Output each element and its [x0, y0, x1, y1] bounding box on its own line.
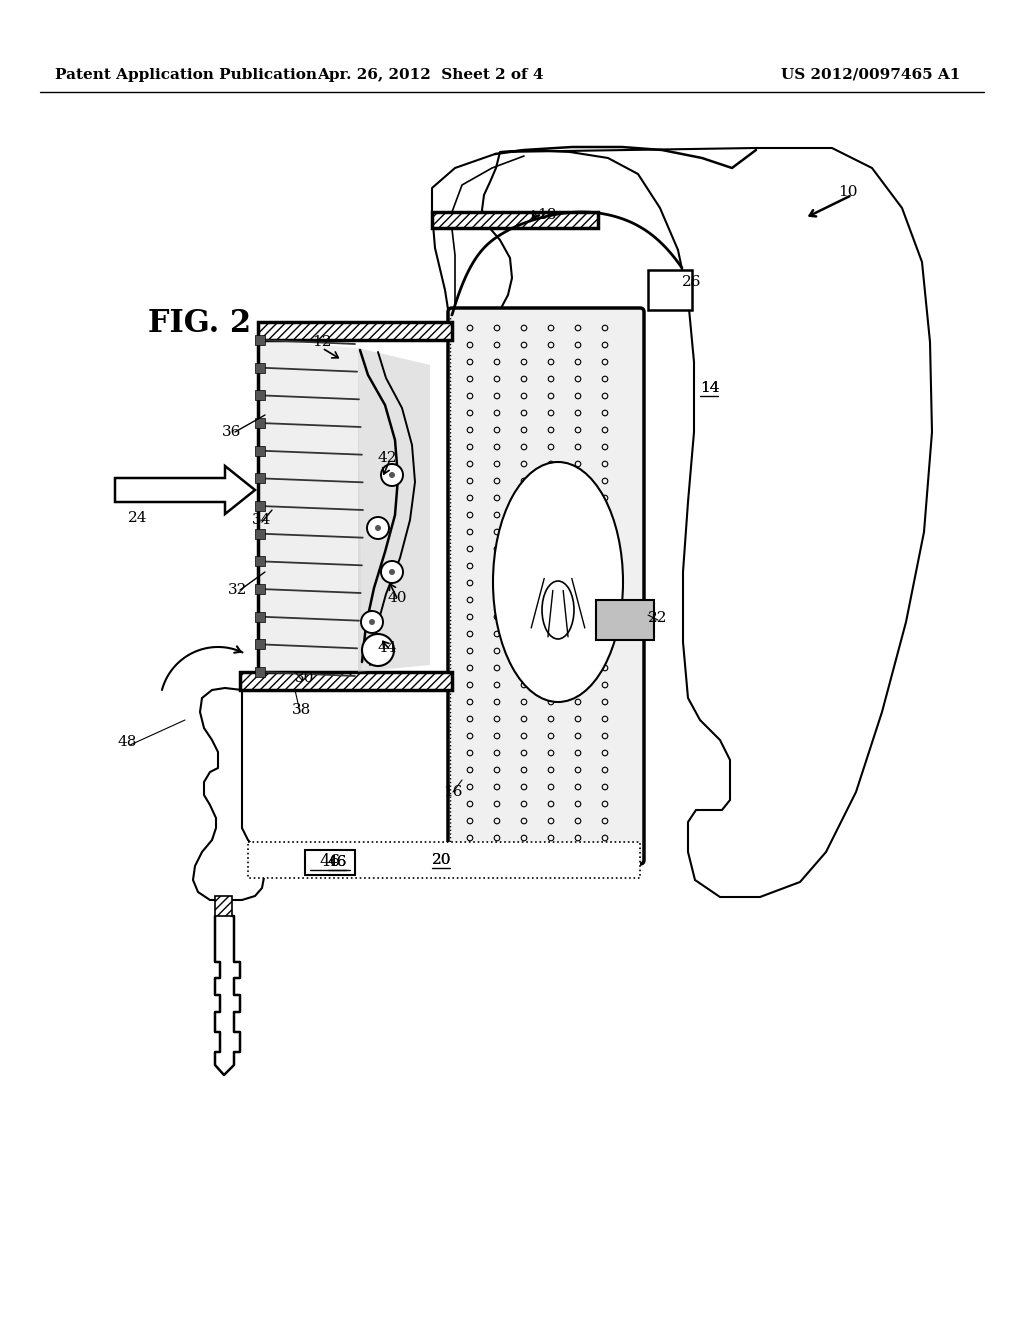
Polygon shape [215, 896, 232, 916]
Bar [255, 583, 265, 594]
Text: 36: 36 [222, 425, 242, 440]
Text: 16: 16 [443, 785, 463, 799]
Text: 42: 42 [378, 451, 397, 465]
Text: 26: 26 [682, 275, 701, 289]
Text: 30: 30 [295, 671, 314, 685]
Text: 14: 14 [700, 381, 720, 395]
Polygon shape [432, 213, 598, 228]
Text: 12: 12 [312, 335, 332, 348]
Bar [255, 363, 265, 372]
Bar [255, 639, 265, 649]
Text: Apr. 26, 2012  Sheet 2 of 4: Apr. 26, 2012 Sheet 2 of 4 [316, 69, 544, 82]
Polygon shape [500, 148, 932, 898]
Bar [255, 529, 265, 539]
Ellipse shape [542, 581, 574, 639]
Text: 46: 46 [328, 855, 347, 869]
Circle shape [369, 619, 375, 624]
Text: Patent Application Publication: Patent Application Publication [55, 69, 317, 82]
Circle shape [381, 465, 403, 486]
Bar [255, 556, 265, 566]
Circle shape [381, 561, 403, 583]
Text: FIG. 2: FIG. 2 [148, 308, 251, 339]
Circle shape [389, 569, 395, 576]
Circle shape [375, 525, 381, 531]
Text: 20: 20 [432, 853, 452, 867]
Polygon shape [358, 348, 430, 672]
Bar [255, 502, 265, 511]
Polygon shape [258, 322, 452, 341]
Polygon shape [115, 466, 255, 513]
Bar [255, 391, 265, 400]
Text: 38: 38 [292, 704, 311, 717]
Bar [255, 335, 265, 345]
Text: 20: 20 [432, 853, 452, 867]
Text: 34: 34 [252, 513, 271, 527]
Circle shape [362, 634, 394, 667]
Bar [255, 667, 265, 677]
Text: 40: 40 [388, 591, 408, 605]
Bar [255, 474, 265, 483]
Circle shape [361, 611, 383, 634]
Polygon shape [240, 672, 452, 690]
Text: US 2012/0097465 A1: US 2012/0097465 A1 [780, 69, 961, 82]
Text: 14: 14 [700, 381, 720, 395]
Bar [305, 850, 355, 875]
Bar [648, 271, 692, 310]
Text: 46: 46 [328, 855, 347, 869]
Text: 10: 10 [838, 185, 857, 199]
Ellipse shape [493, 462, 623, 702]
Text: 44: 44 [378, 642, 397, 655]
Bar [596, 601, 654, 640]
Polygon shape [260, 341, 362, 672]
Text: 48: 48 [118, 735, 137, 748]
Bar [255, 418, 265, 428]
FancyBboxPatch shape [449, 308, 644, 865]
Text: 46: 46 [319, 854, 341, 870]
Circle shape [389, 473, 395, 478]
Bar [255, 446, 265, 455]
Text: 18: 18 [537, 209, 556, 222]
Bar [248, 842, 640, 878]
Text: 24: 24 [128, 511, 147, 525]
Circle shape [367, 517, 389, 539]
Text: 32: 32 [228, 583, 248, 597]
Text: 22: 22 [648, 611, 668, 624]
Bar [255, 611, 265, 622]
